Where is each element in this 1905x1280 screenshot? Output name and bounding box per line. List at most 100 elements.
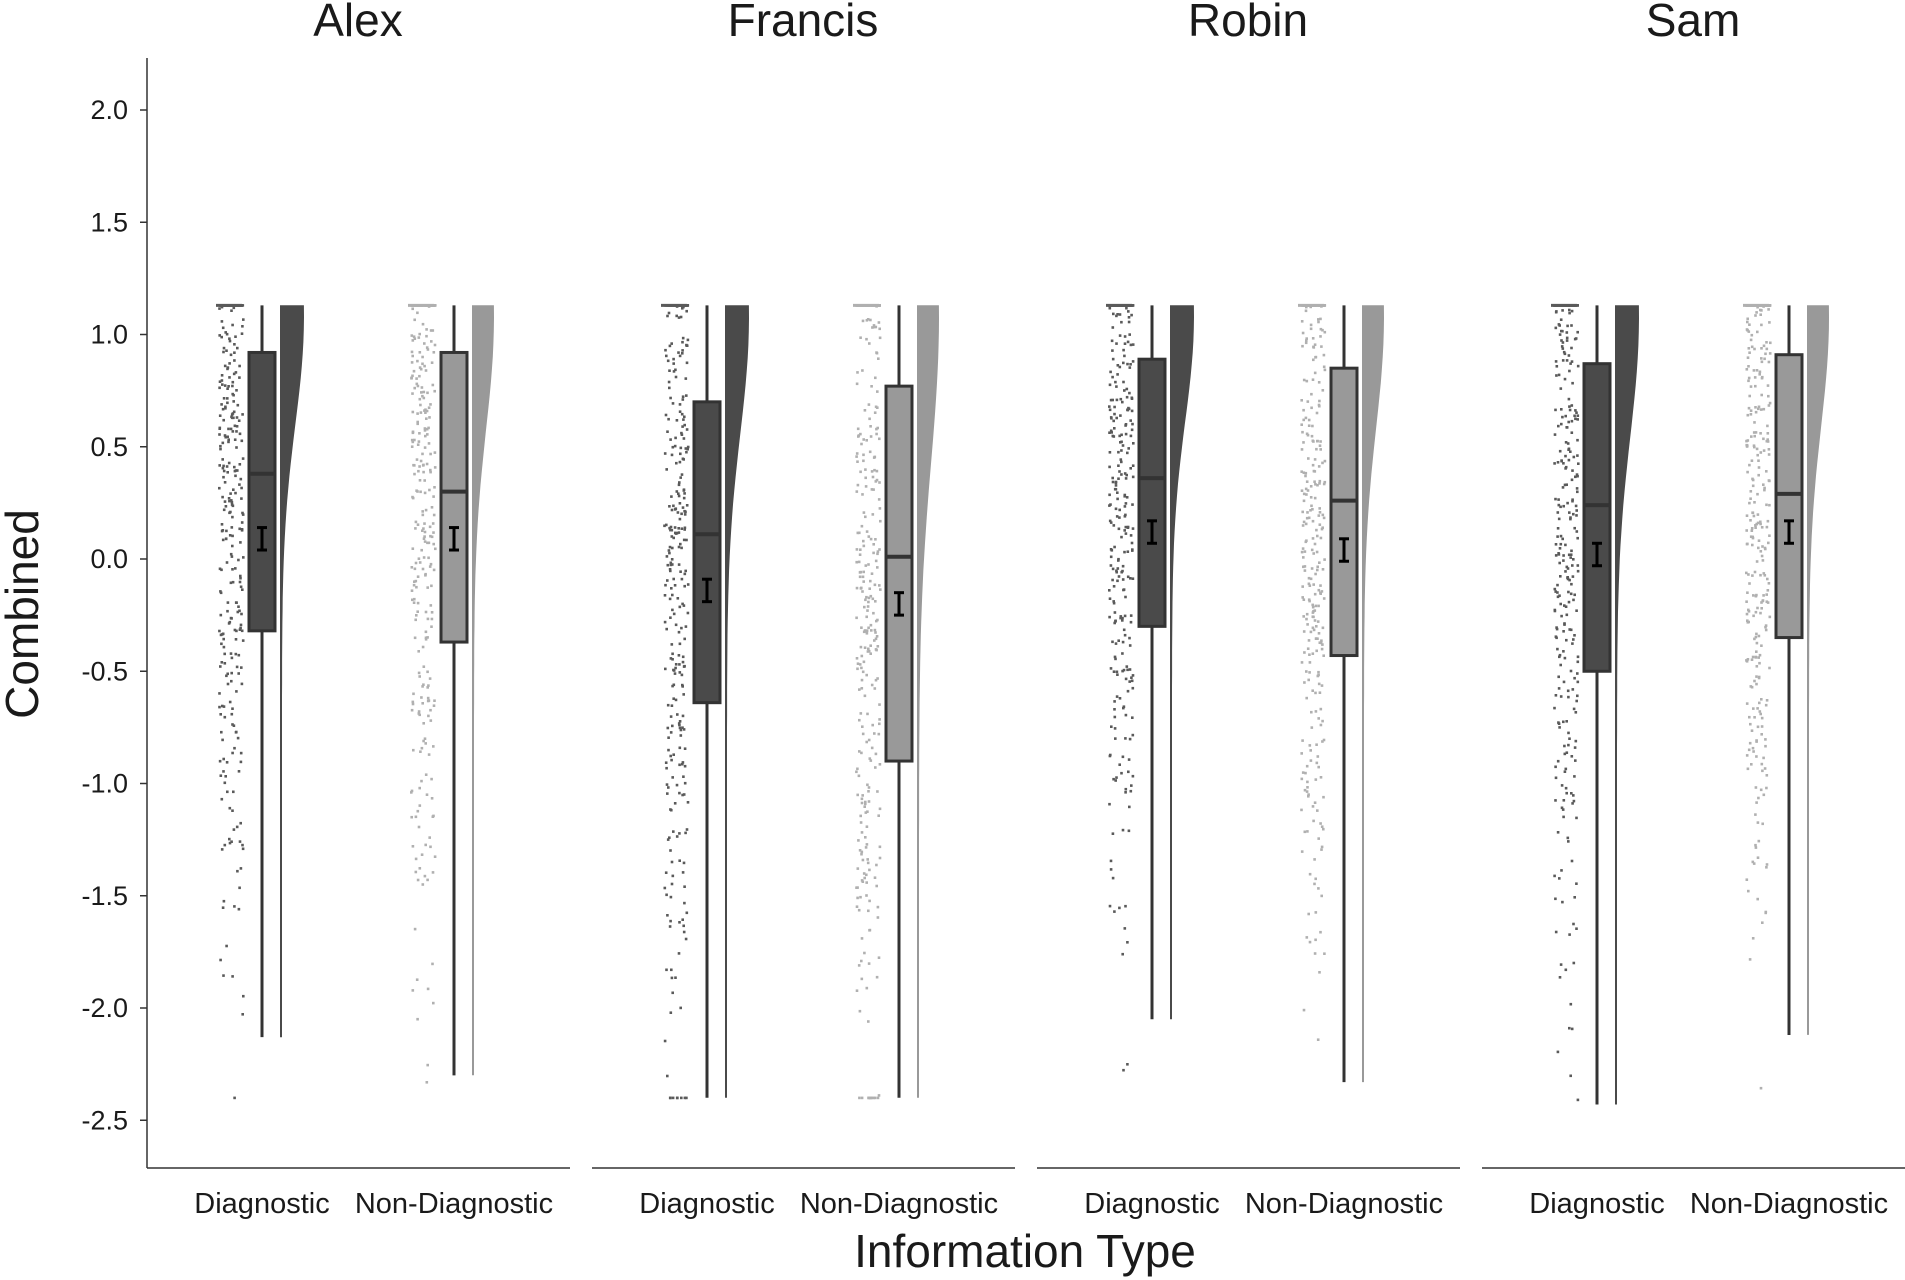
rain-point [1556,527,1560,530]
rain-point [420,853,424,856]
rain-point [235,629,238,633]
rain-point [229,652,233,655]
y-tick-label: -1.0 [81,769,128,799]
rain-point [870,629,873,632]
rain-point [867,790,870,793]
rain-point [1564,786,1568,790]
rain-point [1563,656,1567,660]
rain-point [1570,582,1573,586]
rain-point [417,557,421,560]
rain-point [411,702,415,706]
rain-point [221,906,225,909]
rain-point [240,666,243,669]
rain-point [860,977,864,981]
rain-point [1563,622,1566,625]
rain-point [223,715,227,719]
rain-point [867,600,870,604]
rain-point [232,790,235,794]
rain-point [858,718,861,722]
rain-point [1118,434,1121,438]
rain-point [864,468,867,471]
rain-point [1557,503,1561,507]
rain-point [1766,438,1769,441]
rain-point [410,377,413,380]
rain-point [421,685,424,688]
rain-point [861,319,865,323]
rain-point [680,412,684,416]
rain-point [219,590,222,593]
rain-point [874,405,878,409]
rain-point [1554,897,1557,901]
y-tick-label: 1.0 [90,320,128,350]
rain-point [1126,668,1129,672]
rain-point [1303,788,1307,792]
rain-point [236,736,240,740]
rain-point [430,506,434,509]
rain-point [237,419,241,422]
rain-point [413,438,416,442]
rain-point [874,678,878,682]
rain-point [222,974,225,977]
rain-point [1108,802,1111,806]
rain-point [862,459,865,463]
rain-point [1572,799,1576,803]
rain-point [1768,321,1771,324]
rain-point [681,871,685,874]
rain-point [1569,517,1572,521]
rain-point [1128,366,1132,369]
rain-point [667,311,671,315]
rain-point [1768,401,1772,405]
rain-point [865,986,869,990]
rain-point [1316,809,1319,812]
rain-point [869,652,872,655]
rain-point [1554,799,1557,802]
rain-point [1566,324,1569,328]
rain-point [1568,628,1571,631]
rain-point [1302,408,1305,412]
rain-point [1557,424,1560,428]
rain-point [1319,591,1322,595]
rain-point [430,340,433,343]
rain-point [1553,462,1556,465]
rain-point [418,332,421,336]
rain-point [1753,347,1756,351]
rain-point [868,757,872,760]
rain-point [859,645,863,649]
rain-point [1558,449,1562,453]
rain-point [223,652,226,656]
rain-point [682,496,686,500]
rain-point [1760,733,1763,736]
rain-point [1573,676,1576,680]
rain-point [1553,587,1557,591]
rain-points [408,303,437,1084]
rain-point [1301,585,1304,588]
rain-point [866,650,870,653]
rain-point [1111,398,1114,402]
rain-point [680,473,684,476]
rain-point [1126,451,1129,455]
rain-point [1569,362,1572,365]
rain-point [221,538,225,542]
rain-point [860,442,863,446]
rain-point [422,556,426,559]
rain-point [1125,473,1128,477]
rain-point [1569,1002,1573,1006]
rain-point [1745,529,1748,532]
rain-point [1130,679,1134,683]
rain-point [1313,952,1317,955]
rain-point [429,452,432,456]
rain-point [1760,554,1764,558]
rain-point [234,567,237,570]
rain-point [681,602,684,606]
y-tick-label: 2.0 [90,95,128,125]
rain-point [672,370,676,373]
rain-point [232,410,236,414]
rain-point [1305,516,1309,520]
rain-point [229,427,233,431]
rain-point [238,609,241,613]
rain-point [232,828,236,831]
rain-point [426,433,429,436]
rain-point [671,445,675,449]
rain-point [1124,423,1128,426]
rain-point [1746,413,1750,417]
